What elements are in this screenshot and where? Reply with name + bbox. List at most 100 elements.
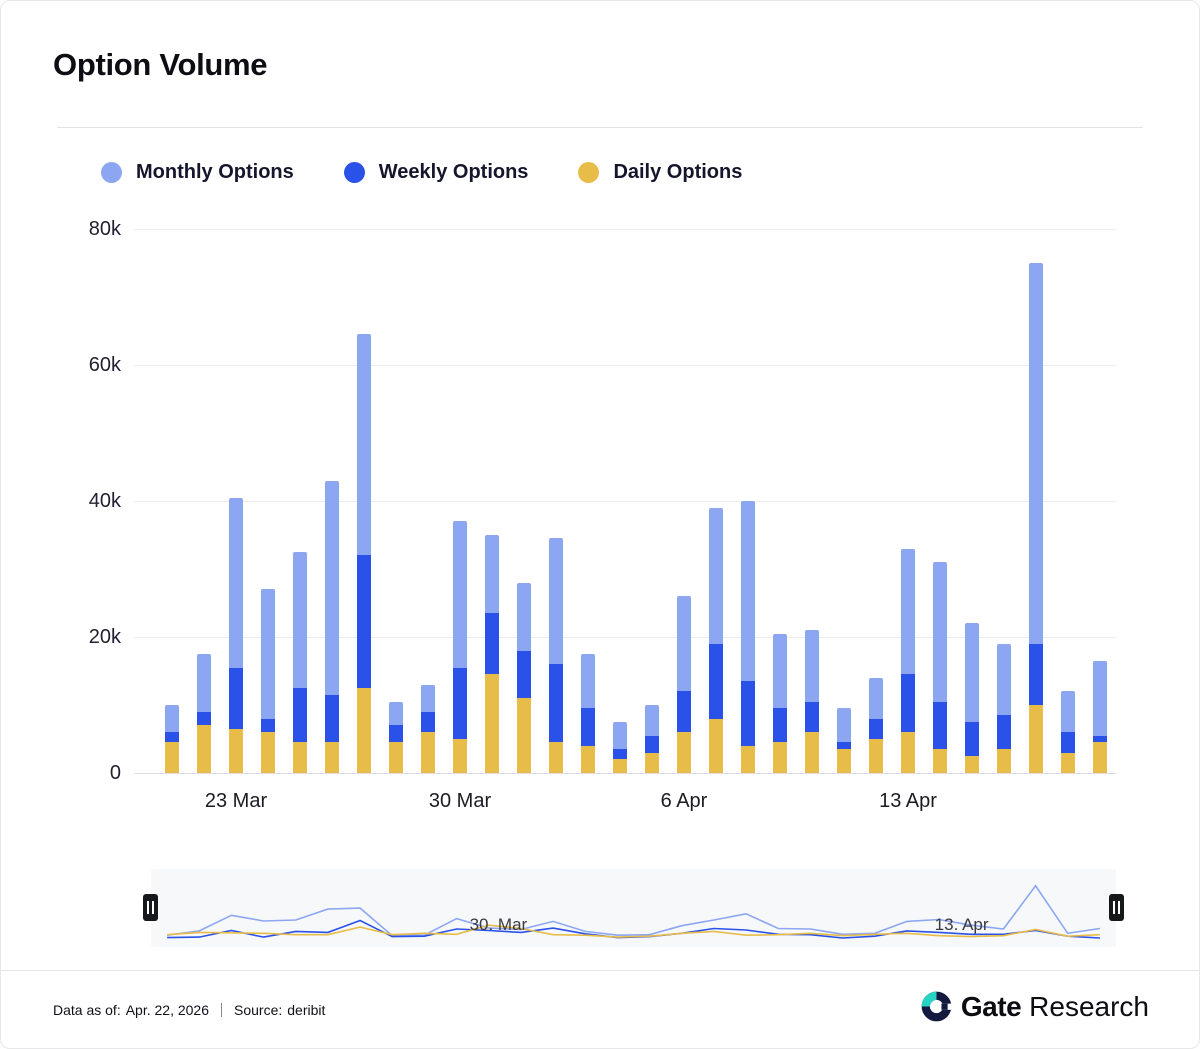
bar-segment-daily[interactable] — [901, 732, 915, 773]
bar-segment-monthly[interactable] — [389, 701, 403, 726]
bar-segment-daily[interactable] — [357, 688, 371, 773]
bar-segment-monthly[interactable] — [613, 722, 627, 750]
bar-segment-daily[interactable] — [293, 742, 307, 773]
bar-segment-weekly[interactable] — [677, 691, 691, 733]
bar-segment-monthly[interactable] — [229, 497, 243, 668]
bar-segment-daily[interactable] — [421, 732, 435, 773]
bar-segment-daily[interactable] — [581, 745, 595, 773]
bar-segment-weekly[interactable] — [933, 701, 947, 750]
navigator[interactable]: 30. Mar 13. Apr — [143, 869, 1124, 947]
bar-segment-weekly[interactable] — [293, 688, 307, 743]
bar-segment-weekly[interactable] — [645, 735, 659, 753]
legend-item-monthly[interactable]: Monthly Options — [101, 161, 294, 184]
bar-segment-daily[interactable] — [1093, 742, 1107, 773]
bar-segment-weekly[interactable] — [549, 664, 563, 743]
x-axis-label: 30 Mar — [428, 790, 492, 812]
bar-segment-daily[interactable] — [741, 745, 755, 773]
bar-segment-monthly[interactable] — [677, 596, 691, 692]
bar-segment-monthly[interactable] — [197, 654, 211, 712]
bar-segment-monthly[interactable] — [997, 643, 1011, 716]
bar-segment-monthly[interactable] — [165, 705, 179, 733]
bar-segment-monthly[interactable] — [933, 562, 947, 702]
bar-segment-daily[interactable] — [613, 759, 627, 773]
navigator-handle-left[interactable] — [143, 894, 158, 921]
bar-segment-weekly[interactable] — [421, 711, 435, 733]
bar-segment-weekly[interactable] — [805, 701, 819, 733]
bar-segment-weekly[interactable] — [837, 742, 851, 750]
navigator-handle-right[interactable] — [1109, 894, 1124, 921]
bar-segment-weekly[interactable] — [869, 718, 883, 739]
bar-segment-daily[interactable] — [997, 749, 1011, 773]
bar-segment-monthly[interactable] — [261, 589, 275, 719]
bar-segment-weekly[interactable] — [581, 708, 595, 746]
bar-segment-weekly[interactable] — [613, 749, 627, 760]
bar-segment-weekly[interactable] — [357, 555, 371, 688]
bar-segment-daily[interactable] — [197, 725, 211, 773]
bar-segment-monthly[interactable] — [869, 677, 883, 719]
bar-segment-daily[interactable] — [933, 749, 947, 773]
bar-segment-weekly[interactable] — [1061, 732, 1075, 753]
bar-segment-daily[interactable] — [549, 742, 563, 773]
bar-segment-weekly[interactable] — [517, 650, 531, 699]
bar-segment-weekly[interactable] — [741, 681, 755, 746]
bar-segment-monthly[interactable] — [1093, 660, 1107, 736]
bar-segment-monthly[interactable] — [709, 507, 723, 644]
bar-segment-weekly[interactable] — [1093, 735, 1107, 743]
bar-segment-weekly[interactable] — [229, 667, 243, 729]
bar-segment-weekly[interactable] — [901, 674, 915, 733]
bar-segment-monthly[interactable] — [517, 582, 531, 651]
bar-segment-weekly[interactable] — [965, 722, 979, 756]
bar-segment-daily[interactable] — [645, 752, 659, 773]
bar-segment-daily[interactable] — [261, 732, 275, 773]
legend-item-daily[interactable]: Daily Options — [578, 161, 742, 184]
bar-segment-monthly[interactable] — [965, 623, 979, 722]
bar-segment-monthly[interactable] — [773, 633, 787, 709]
bar-segment-monthly[interactable] — [293, 552, 307, 688]
bar-segment-daily[interactable] — [517, 698, 531, 773]
bar-segment-monthly[interactable] — [645, 705, 659, 736]
bar-segment-monthly[interactable] — [453, 521, 467, 668]
bar-segment-monthly[interactable] — [549, 538, 563, 665]
bar-segment-monthly[interactable] — [837, 708, 851, 743]
bar-segment-monthly[interactable] — [1029, 263, 1043, 644]
bar-segment-weekly[interactable] — [1029, 643, 1043, 705]
bar-segment-monthly[interactable] — [485, 535, 499, 614]
bar-segment-monthly[interactable] — [325, 480, 339, 695]
bar-segment-monthly[interactable] — [357, 334, 371, 556]
bar-segment-daily[interactable] — [773, 742, 787, 773]
bar-segment-weekly[interactable] — [197, 711, 211, 726]
bar-segment-weekly[interactable] — [389, 725, 403, 743]
bar-segment-daily[interactable] — [165, 742, 179, 773]
bar-segment-weekly[interactable] — [773, 708, 787, 743]
bar-segment-weekly[interactable] — [485, 613, 499, 675]
bar-segment-monthly[interactable] — [581, 654, 595, 709]
bar-segment-daily[interactable] — [389, 742, 403, 773]
bar-segment-weekly[interactable] — [997, 715, 1011, 750]
bar-segment-daily[interactable] — [229, 728, 243, 773]
bar-segment-daily[interactable] — [805, 732, 819, 773]
bar-segment-weekly[interactable] — [709, 643, 723, 719]
bar-segment-daily[interactable] — [1029, 705, 1043, 773]
bar-segment-weekly[interactable] — [165, 732, 179, 743]
bar-segment-daily[interactable] — [869, 739, 883, 773]
bar-segment-monthly[interactable] — [741, 501, 755, 682]
bar-segment-weekly[interactable] — [261, 718, 275, 733]
bar-segment-daily[interactable] — [837, 749, 851, 773]
bar-segment-daily[interactable] — [325, 742, 339, 773]
bar-segment-monthly[interactable] — [901, 548, 915, 675]
legend-item-weekly[interactable]: Weekly Options — [343, 161, 528, 184]
y-axis-label: 60k — [88, 354, 121, 376]
bar-segment-monthly[interactable] — [1061, 691, 1075, 733]
bar-segment-daily[interactable] — [677, 732, 691, 773]
bar-segment-daily[interactable] — [965, 756, 979, 773]
footer-separator — [221, 1003, 222, 1017]
bar-segment-monthly[interactable] — [421, 684, 435, 712]
bar-segment-daily[interactable] — [1061, 752, 1075, 773]
bar-segment-weekly[interactable] — [453, 667, 467, 739]
bar-segment-daily[interactable] — [709, 718, 723, 773]
bar-segment-weekly[interactable] — [325, 694, 339, 743]
bar-segment-daily[interactable] — [453, 739, 467, 773]
bar-segment-monthly[interactable] — [805, 630, 819, 702]
bar-segment-daily[interactable] — [485, 674, 499, 773]
